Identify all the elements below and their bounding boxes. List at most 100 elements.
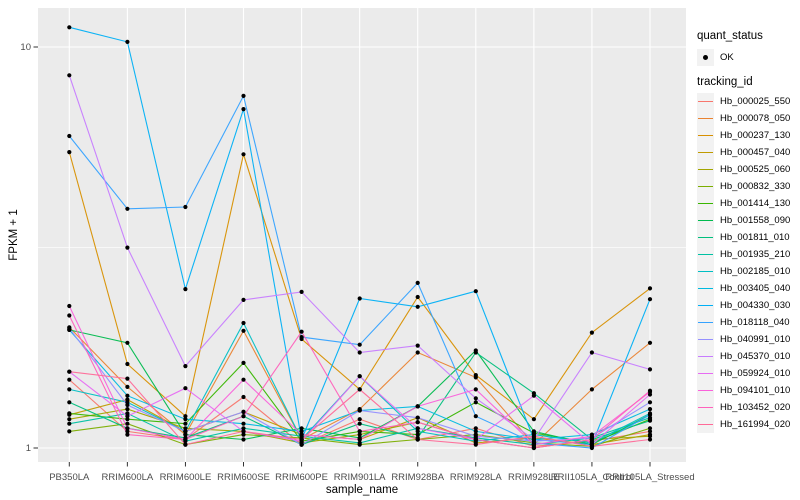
data-point: [357, 408, 362, 413]
data-point: [647, 367, 653, 372]
data-point: [299, 442, 304, 447]
data-point: [357, 432, 362, 437]
series-points-Hb_045370_010: [67, 73, 653, 442]
y-tick-label: 1: [26, 443, 31, 454]
legend: quant_status OK tracking_id Hb_000025_55…: [697, 30, 790, 433]
data-point: [647, 415, 653, 420]
legend-item-Hb_001414_130: Hb_001414_130: [697, 195, 790, 212]
legend-item-Hb_001558_090: Hb_001558_090: [697, 212, 790, 229]
data-point: [125, 426, 130, 431]
data-point: [67, 421, 72, 426]
x-tick-label: RRIM600LA: [101, 472, 153, 483]
data-point: [241, 297, 246, 302]
legend-item-label: Hb_059924_010: [720, 368, 791, 379]
data-point: [125, 432, 130, 437]
ok-key-box: [697, 49, 714, 66]
data-point: [183, 426, 188, 431]
legend-item-Hb_000237_130: Hb_000237_130: [697, 127, 790, 144]
legend-item-Hb_161994_020: Hb_161994_020: [697, 416, 790, 433]
data-point: [241, 409, 246, 414]
legend-item-ok: OK: [697, 49, 790, 66]
legend-item-label: Hb_000237_130: [720, 130, 791, 141]
x-tick-label: RRIM901LA: [334, 472, 386, 483]
data-point: [415, 304, 420, 309]
data-point: [183, 204, 188, 210]
legend-item-label: Hb_001811_010: [720, 232, 790, 243]
data-point: [241, 429, 246, 434]
data-point: [241, 93, 246, 98]
legend-tracking-entries: Hb_000025_550 Hb_000078_050 Hb_000237_130 H…: [697, 93, 790, 433]
data-point: [67, 417, 72, 422]
x-tick-label: RRII105LA_Stressed: [605, 472, 694, 483]
data-point: [415, 437, 420, 442]
data-point: [357, 421, 362, 426]
data-point: [183, 421, 188, 426]
legend-key-box: [697, 365, 714, 382]
data-point: [589, 444, 595, 449]
legend-key-line-icon: [698, 253, 713, 256]
data-point: [125, 206, 130, 211]
legend-key-box: [697, 212, 714, 229]
x-tick-label: RRIM928LA: [450, 472, 502, 483]
data-point: [647, 418, 653, 423]
x-axis-title: sample_name: [325, 484, 399, 496]
data-point: [647, 400, 653, 405]
legend-item-Hb_002185_010: Hb_002185_010: [697, 263, 790, 280]
data-point: [531, 434, 537, 439]
legend-item-label: Hb_018118_040: [720, 317, 790, 328]
data-point: [415, 280, 420, 285]
legend-item-Hb_000025_550: Hb_000025_550: [697, 93, 790, 110]
x-tick-label: RRIM928LE: [508, 472, 560, 483]
legend-key-line-icon: [698, 389, 713, 392]
data-point: [67, 303, 72, 309]
data-point: [589, 350, 595, 355]
data-point: [473, 414, 478, 419]
legend-key-line-icon: [698, 338, 713, 341]
legend-key-line-icon: [698, 134, 713, 137]
legend-key-box: [697, 110, 714, 127]
legend-item-label: Hb_001558_090: [720, 215, 791, 226]
data-point: [241, 107, 246, 112]
data-point: [415, 426, 420, 431]
data-point: [473, 350, 478, 355]
legend-item-label: Hb_000525_060: [720, 164, 791, 175]
legend-item-label: Hb_094101_010: [720, 385, 791, 396]
data-point: [589, 387, 595, 392]
legend-item-Hb_018118_040: Hb_018118_040: [697, 314, 790, 331]
point-marker-icon: [703, 55, 708, 60]
data-point: [473, 442, 478, 447]
data-point: [125, 417, 130, 422]
legend-key-box: [697, 161, 714, 178]
data-point: [183, 442, 188, 447]
data-point: [589, 434, 595, 439]
data-point: [647, 297, 653, 302]
legend-item-Hb_000525_060: Hb_000525_060: [697, 161, 790, 178]
data-point: [125, 421, 130, 426]
legend-key-line-icon: [698, 185, 713, 188]
legend-key-line-icon: [698, 355, 713, 358]
legend-key-box: [697, 144, 714, 161]
data-point: [473, 396, 478, 401]
legend-item-Hb_000457_040: Hb_000457_040: [697, 144, 790, 161]
data-point: [415, 294, 420, 300]
data-point: [589, 437, 595, 442]
legend-item-Hb_001811_010: Hb_001811_010: [697, 229, 790, 246]
legend-key-box: [697, 331, 714, 348]
legend-item-label: Hb_003405_040: [720, 283, 791, 294]
legend-key-box: [697, 263, 714, 280]
data-point: [183, 417, 188, 422]
legend-item-ok-label: OK: [720, 52, 734, 63]
data-point: [67, 133, 72, 139]
legend-item-label: Hb_045370_010: [720, 351, 791, 362]
legend-key-line-icon: [698, 151, 713, 154]
legend-item-label: Hb_000457_040: [720, 147, 791, 158]
legend-key-box: [697, 195, 714, 212]
data-point: [299, 429, 304, 434]
data-point: [473, 429, 478, 434]
legend-key-box: [697, 399, 714, 416]
data-point: [125, 361, 130, 367]
data-point: [473, 434, 478, 439]
legend-item-Hb_003405_040: Hb_003405_040: [697, 280, 790, 297]
data-point: [357, 342, 362, 347]
